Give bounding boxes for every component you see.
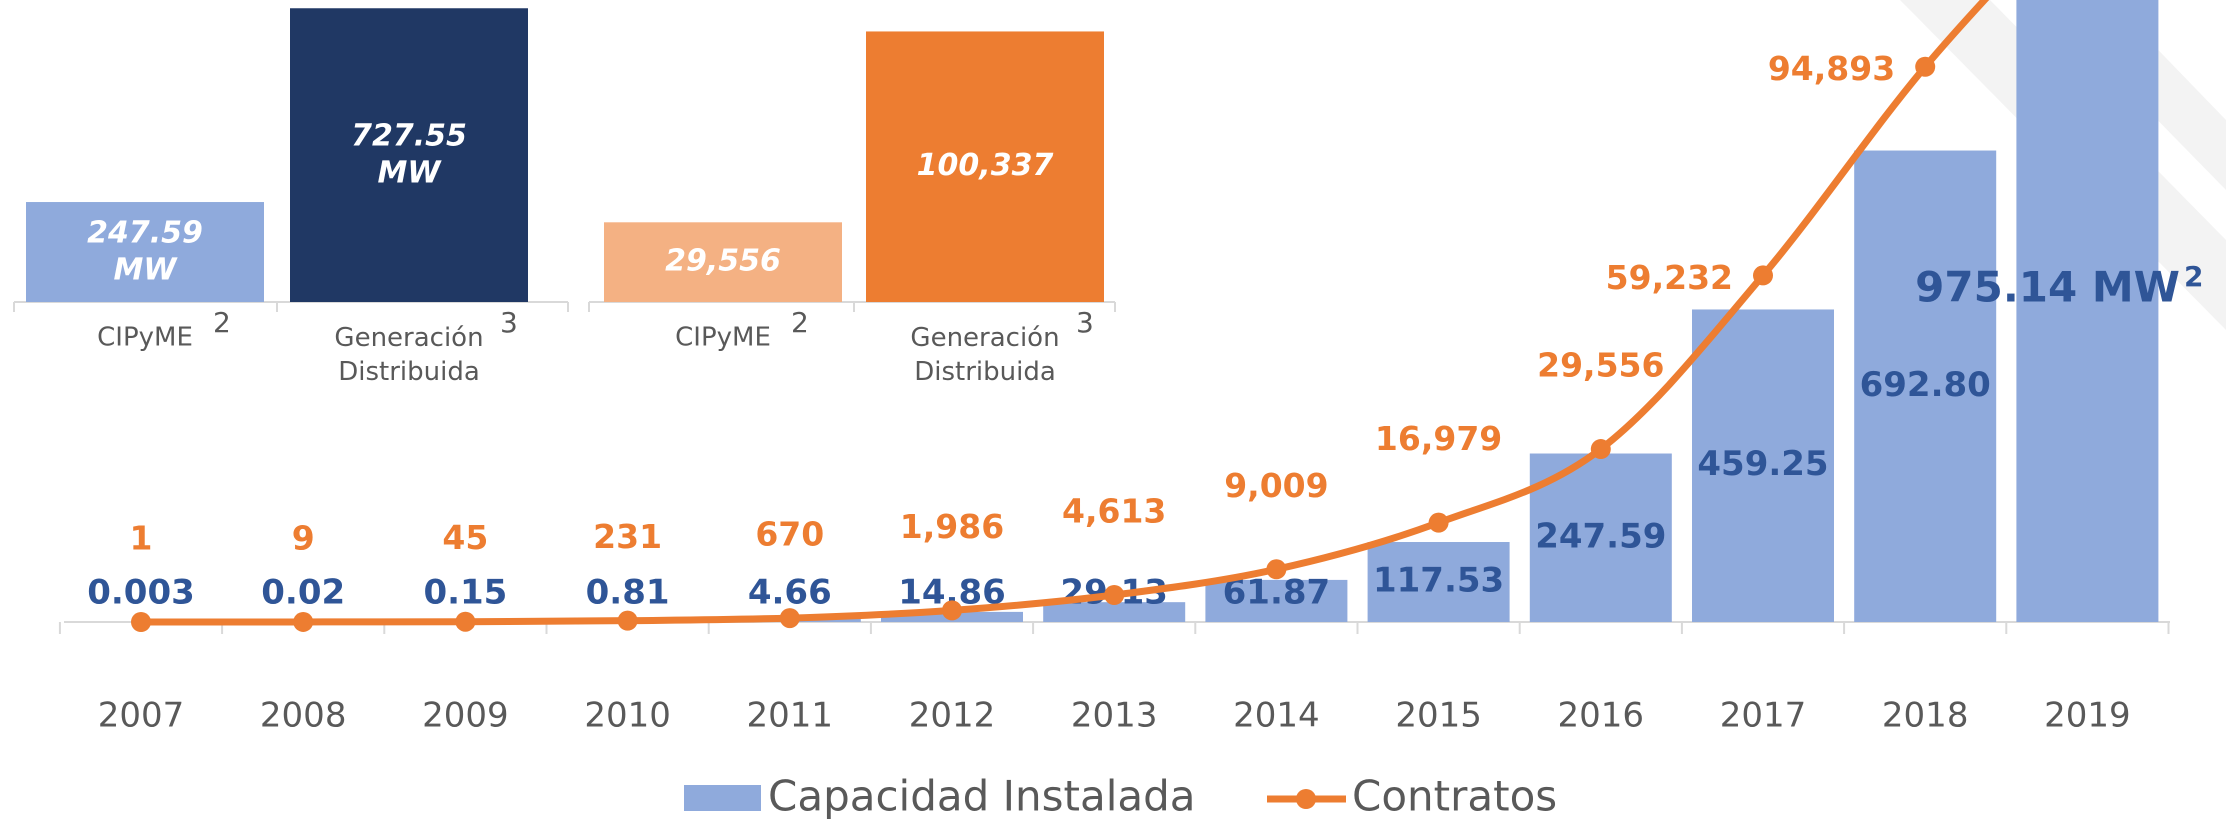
line-marker xyxy=(1428,512,1449,533)
line xyxy=(140,0,1990,626)
x-tick-label: 2013 xyxy=(1071,696,1158,736)
bar xyxy=(1854,150,1997,622)
bar-value-label: 692.80 xyxy=(1860,365,1991,405)
bar-value-label: 0.15 xyxy=(423,573,507,613)
x-tick-label: 2014 xyxy=(1233,696,1320,736)
bar-value-label: 975.14 MW xyxy=(1915,263,2180,312)
bar-value-label: 4.66 xyxy=(748,573,832,613)
bar xyxy=(604,222,842,302)
line-marker xyxy=(293,611,314,632)
line-value-label: 670 xyxy=(755,515,824,554)
bar-value-label: 0.003 xyxy=(87,573,195,613)
bar-value-note: 2 xyxy=(2184,260,2203,293)
bar xyxy=(866,31,1104,302)
line-value-label: 4,613 xyxy=(1062,492,1166,531)
x-tick-label: 2010 xyxy=(584,696,671,736)
line-marker xyxy=(1104,585,1125,606)
legend-swatch xyxy=(1296,789,1316,809)
x-tick-label: 2017 xyxy=(1720,696,1807,736)
x-tick-label: 2007 xyxy=(98,696,185,736)
x-tick-label: Generación Distribuida xyxy=(334,323,483,387)
x-tick-label: CIPyME xyxy=(675,323,771,353)
bar xyxy=(1043,602,1186,622)
x-tick-label: 2019 xyxy=(2044,696,2131,736)
bar-value-label: 459.25 xyxy=(1697,444,1828,484)
line-marker xyxy=(942,600,962,621)
legend-label: Capacidad Instalada xyxy=(768,772,1196,821)
line-marker xyxy=(1266,559,1287,580)
bar xyxy=(1367,542,1510,622)
x-tick-label: 2011 xyxy=(747,696,834,736)
line-value-label: 1,986 xyxy=(900,507,1004,546)
x-tick-label: 2009 xyxy=(422,696,509,736)
bar-value-label: 117.53 xyxy=(1373,561,1504,601)
legend-label: Contratos xyxy=(1352,772,1557,821)
bar xyxy=(2016,0,2159,622)
line-value-label: 59,232 xyxy=(1606,258,1733,297)
line-value-label: 9 xyxy=(292,518,315,557)
bar-value-label: 100,337 xyxy=(917,148,1054,183)
line-value-label: 29,556 xyxy=(1537,346,1664,385)
line-value-label: 1 xyxy=(130,518,153,557)
line-marker xyxy=(1753,265,1773,286)
category-note: 3 xyxy=(500,306,518,339)
legend-swatch xyxy=(684,785,761,811)
line-value-label: 16,979 xyxy=(1375,419,1502,458)
line-marker xyxy=(1915,56,1936,77)
bar xyxy=(1692,309,1834,622)
bar-value-label: 247.59 MW xyxy=(87,215,203,287)
line-marker xyxy=(1590,439,1611,460)
line-marker xyxy=(779,608,800,629)
bar xyxy=(26,202,264,302)
x-tick-label: 2016 xyxy=(1558,696,1645,736)
category-note: 2 xyxy=(791,306,809,339)
line-value-label: 94,893 xyxy=(1768,49,1895,88)
x-tick-label: 2008 xyxy=(260,696,347,736)
bar xyxy=(1205,579,1348,622)
category-note: 3 xyxy=(1076,306,1094,339)
bar-value-label: 0.81 xyxy=(586,573,670,613)
line-value-label: 231 xyxy=(593,517,662,556)
bar-value-label: 29,556 xyxy=(665,244,781,279)
line-marker xyxy=(617,610,638,631)
line-value-label: 9,009 xyxy=(1224,466,1328,505)
bar-value-label: 247.59 xyxy=(1535,516,1666,556)
x-tick-label: 2018 xyxy=(1882,696,1969,736)
bar xyxy=(290,8,528,302)
line-marker xyxy=(455,611,476,632)
x-tick-label: Generación Distribuida xyxy=(910,323,1059,387)
category-note: 2 xyxy=(213,306,231,339)
bar-value-label: 727.55 MW xyxy=(351,118,467,190)
x-tick-label: CIPyME xyxy=(97,323,193,353)
line-value-label: 45 xyxy=(442,518,488,557)
bar-value-label: 0.02 xyxy=(261,573,345,613)
x-tick-label: 2012 xyxy=(909,696,996,736)
line-marker xyxy=(131,611,151,632)
x-tick-label: 2015 xyxy=(1395,696,1482,736)
